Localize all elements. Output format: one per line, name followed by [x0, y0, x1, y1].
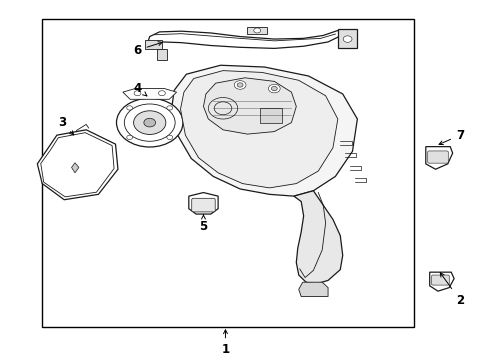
Circle shape — [124, 104, 175, 141]
Polygon shape — [203, 78, 296, 134]
Polygon shape — [180, 71, 338, 188]
Text: 5: 5 — [199, 215, 208, 233]
FancyBboxPatch shape — [428, 151, 448, 163]
Text: 7: 7 — [439, 129, 464, 145]
Text: 4: 4 — [133, 82, 147, 96]
Polygon shape — [157, 49, 167, 60]
Bar — [42, 19, 414, 327]
Polygon shape — [72, 163, 79, 173]
Circle shape — [134, 91, 141, 96]
Polygon shape — [172, 65, 357, 196]
Polygon shape — [294, 191, 343, 284]
Text: 6: 6 — [133, 42, 162, 57]
Circle shape — [167, 106, 172, 110]
Polygon shape — [41, 133, 114, 197]
Circle shape — [271, 86, 277, 91]
Text: 2: 2 — [440, 273, 464, 307]
Polygon shape — [299, 282, 328, 297]
Text: 1: 1 — [221, 330, 229, 356]
Circle shape — [134, 111, 166, 134]
Polygon shape — [247, 27, 267, 34]
Polygon shape — [260, 108, 282, 123]
Text: 3: 3 — [58, 116, 74, 135]
Circle shape — [127, 135, 133, 139]
Circle shape — [159, 91, 165, 96]
Circle shape — [237, 83, 243, 87]
Circle shape — [234, 81, 246, 89]
Circle shape — [343, 36, 352, 42]
Polygon shape — [430, 272, 454, 291]
Polygon shape — [123, 89, 176, 99]
Polygon shape — [338, 30, 357, 48]
Polygon shape — [145, 40, 162, 49]
FancyBboxPatch shape — [192, 198, 215, 212]
Circle shape — [269, 84, 280, 93]
Polygon shape — [426, 147, 453, 169]
Circle shape — [254, 28, 261, 33]
Circle shape — [127, 106, 133, 110]
Polygon shape — [189, 193, 218, 214]
Circle shape — [167, 135, 172, 139]
FancyBboxPatch shape — [432, 275, 449, 285]
Polygon shape — [147, 31, 343, 49]
Polygon shape — [37, 130, 118, 200]
Circle shape — [117, 98, 183, 147]
Circle shape — [144, 118, 156, 127]
